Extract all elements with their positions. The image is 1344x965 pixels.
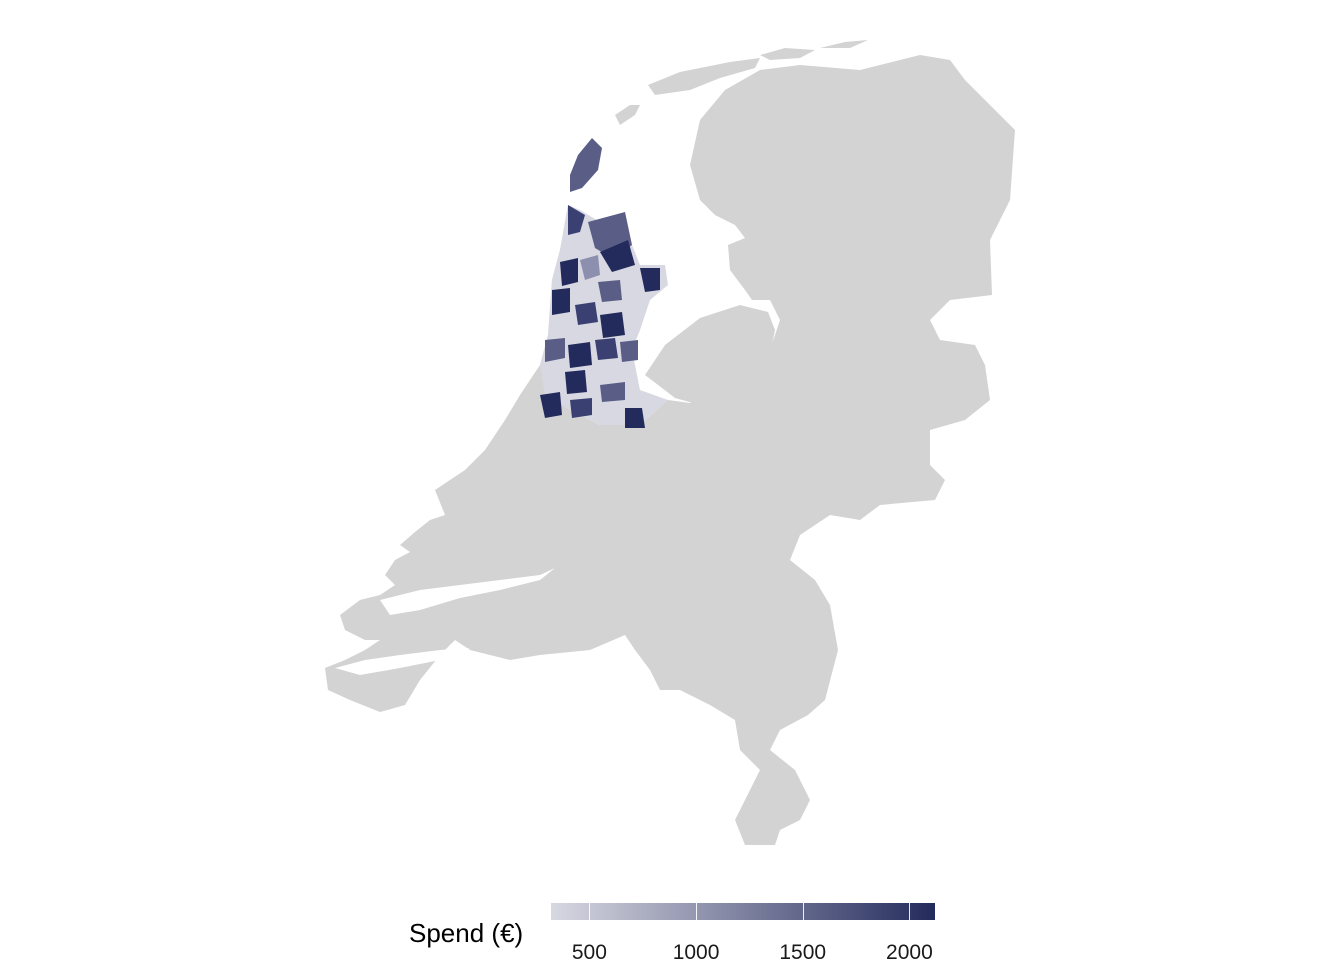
legend: Spend (€) 500 1000 1500 2000 (400, 896, 960, 964)
municipality-patch (540, 392, 562, 418)
legend-tick-mark (589, 903, 591, 920)
municipality-patch (640, 268, 660, 292)
municipality-patch (625, 408, 645, 428)
legend-tick-label: 1500 (779, 941, 827, 964)
legend-tick-label: 2000 (886, 941, 933, 964)
municipality-patch (568, 342, 592, 368)
municipality-patch (568, 205, 585, 235)
legend-title: Spend (€) (409, 918, 524, 948)
legend-tick-label: 500 (571, 941, 607, 964)
municipality-patch (620, 340, 638, 362)
island-terschelling (648, 58, 760, 95)
municipality-patch (600, 240, 635, 272)
island-schiermonnikoog (820, 40, 868, 48)
flevoland (645, 305, 775, 405)
texel (570, 138, 602, 192)
municipality-patch (600, 312, 625, 338)
legend-tick-mark (802, 903, 804, 920)
municipality-patch (600, 382, 625, 402)
municipality-patches (540, 205, 660, 428)
municipality-patch (545, 338, 565, 362)
municipality-patch (552, 288, 570, 315)
municipality-patch (595, 338, 618, 360)
zeeland-water (380, 568, 555, 615)
netherlands-mainland (325, 55, 1015, 845)
municipality-patch (580, 255, 600, 280)
municipality-patch (570, 398, 592, 418)
westerschelde-water (335, 648, 470, 675)
legend-tick-mark (696, 903, 698, 920)
legend-tick-label: 1000 (672, 941, 720, 964)
island-vlieland (615, 105, 640, 125)
legend-colorbar: 500 1000 1500 2000 (551, 903, 935, 964)
municipality-patch (598, 280, 622, 302)
legend-tick-mark (909, 903, 911, 920)
municipality-patch (560, 258, 578, 286)
island-ameland (760, 48, 815, 60)
municipality-patch (565, 370, 587, 394)
municipality-patch (575, 302, 598, 325)
